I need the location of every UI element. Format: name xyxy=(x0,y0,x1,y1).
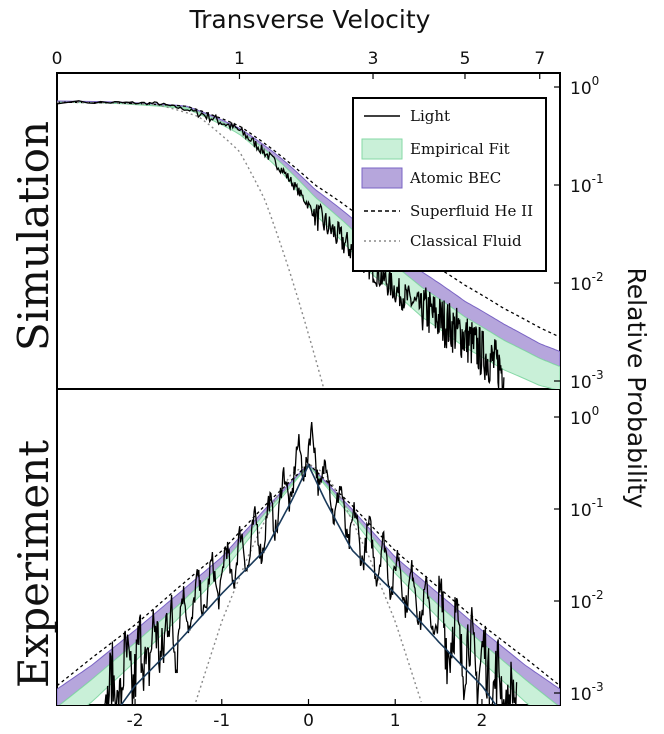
simulation-plot xyxy=(57,100,560,389)
top-axis-title: Transverse Velocity xyxy=(189,5,431,34)
legend-label: Empirical Fit xyxy=(410,140,510,158)
legend-label: Superfluid He II xyxy=(410,202,533,220)
exp-x-tick-label: 1 xyxy=(390,711,401,731)
exp-y-tick-label: 10-2 xyxy=(570,588,604,613)
sim-x-tick-label: 0 xyxy=(52,49,63,69)
panel-label-experiment: Experiment xyxy=(9,440,58,688)
exp-x-tick-label: -1 xyxy=(213,711,230,731)
sim-y-tick-label: 10-1 xyxy=(570,172,604,197)
legend: Light Empirical Fit Atomic BEC Superfluid H… xyxy=(352,97,547,272)
sim-x-tick-label: 5 xyxy=(460,49,471,69)
sim-x-tick-label: 7 xyxy=(534,49,545,69)
legend-item: Light xyxy=(364,107,450,125)
exp-y-tick-label: 100 xyxy=(570,404,599,429)
exp-x-tick-label: 0 xyxy=(303,711,314,731)
panel-label-simulation: Simulation xyxy=(9,121,58,351)
sim-y-tick-label: 10-2 xyxy=(570,270,604,295)
legend-label: Atomic BEC xyxy=(409,169,501,187)
exp-y-tick-label: 10-1 xyxy=(570,496,604,521)
sim-classical-line xyxy=(57,101,325,389)
exp-classical-line xyxy=(195,462,422,703)
sim-light-line xyxy=(57,100,505,389)
right-axis-title: Relative Probability xyxy=(622,268,651,509)
legend-label: Light xyxy=(410,107,450,125)
exp-x-tick-label: 2 xyxy=(477,711,488,731)
legend-swatch xyxy=(361,138,403,160)
exp-superfluid-line xyxy=(57,462,560,687)
exp-light-line xyxy=(104,422,518,705)
axis-ticks: 0 1 3 5 7 -2 -1 0 1 2 100 10-1 10-2 10-3 100 10-1 10-2 10… xyxy=(52,49,604,731)
exp-x-tick-label: -2 xyxy=(127,711,144,731)
legend-item: Atomic BEC xyxy=(361,167,501,189)
legend-item: Superfluid He II xyxy=(364,202,533,220)
legend-item: Classical Fluid xyxy=(364,232,522,250)
legend-item: Empirical Fit xyxy=(361,138,510,160)
sim-x-tick-label: 3 xyxy=(368,49,379,69)
sim-y-tick-label: 10-3 xyxy=(570,368,604,393)
sim-x-tick-label: 1 xyxy=(234,49,245,69)
experiment-plot xyxy=(57,422,560,705)
legend-label: Classical Fluid xyxy=(410,232,522,250)
exp-atomic-bec-band xyxy=(57,463,560,705)
sim-y-tick-label: 100 xyxy=(570,74,599,99)
exp-y-tick-label: 10-3 xyxy=(570,680,604,705)
exp-mean-line xyxy=(120,463,497,705)
legend-swatch xyxy=(361,167,403,189)
